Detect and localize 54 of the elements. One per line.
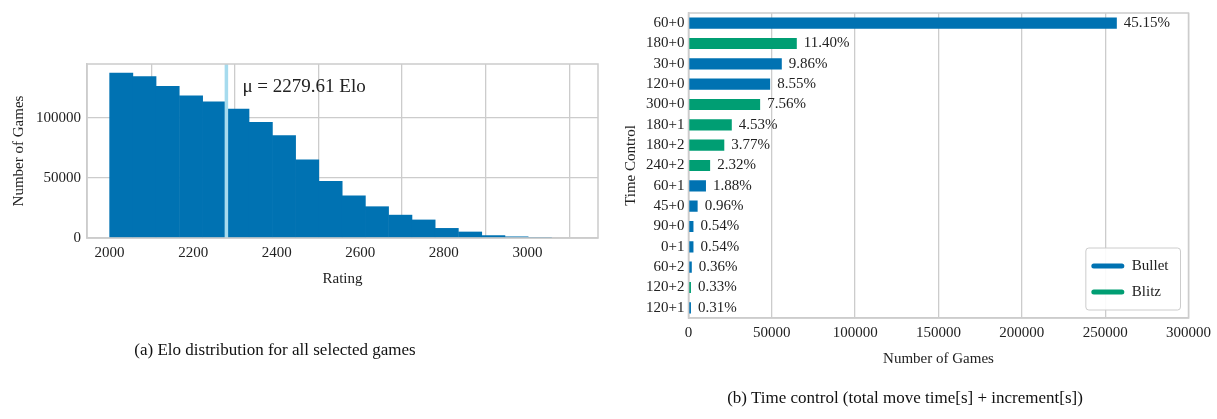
x-tick-label: 100000	[832, 323, 878, 340]
y-tick-label: 60+2	[653, 258, 685, 275]
y-tick-label: 300+0	[645, 95, 685, 112]
y-axis-title: Number of Games	[9, 95, 26, 207]
legend-label: Blitz	[1131, 282, 1162, 299]
annotation: 8.55%	[777, 75, 816, 92]
y-tick-label: 60+1	[653, 176, 685, 193]
y-tick-label: 120+2	[645, 278, 685, 295]
y-axis-title: Time Control	[621, 125, 638, 206]
y-tick-label: 240+2	[645, 156, 685, 173]
y-tick-label: 30+0	[653, 54, 685, 71]
y-tick-label: 120+1	[645, 298, 685, 315]
text: (a) Elo distribution for all selected games	[133, 340, 417, 360]
x-tick-label: 200000	[999, 323, 1045, 340]
y-tick-label: 180+0	[645, 34, 685, 51]
annotation: 0.33%	[697, 278, 737, 295]
annotation: 0.36%	[698, 258, 738, 275]
annotation: 45.15%	[1123, 14, 1171, 31]
annotation: μ = 2279.61 Elo	[242, 75, 366, 97]
x-tick-label: 300000	[1166, 323, 1211, 340]
annotation: 0.96%	[704, 197, 744, 214]
y-tick-label: 0+1	[660, 237, 685, 254]
y-tick-label: 120+0	[645, 75, 685, 92]
y-tick-label: 180+1	[645, 115, 685, 132]
annotation: 3.77%	[731, 136, 771, 153]
annotation: 4.53%	[738, 115, 778, 132]
x-tick-label: 2200	[178, 243, 209, 260]
x-tick-label: 2000	[94, 243, 125, 260]
annotation: 0.54%	[700, 237, 740, 254]
annotation: 7.56%	[767, 95, 806, 112]
x-tick-label: 2600	[345, 243, 376, 260]
text: (b) Time control (total move time[s] + increment[s])	[726, 388, 1084, 408]
annotation: 9.86%	[788, 54, 828, 71]
annotation: 11.40%	[803, 34, 850, 51]
x-axis-title: Number of Games	[883, 349, 995, 366]
y-tick-label: 90+0	[653, 217, 685, 234]
y-tick-label: 0	[73, 228, 81, 245]
x-tick-label: 2800	[428, 243, 459, 260]
x-tick-label: 2400	[261, 243, 292, 260]
x-tick-label: 150000	[915, 323, 961, 340]
legend-label: Bullet	[1131, 256, 1170, 273]
x-tick-label: 3000	[512, 243, 543, 260]
annotation: 0.54%	[700, 217, 740, 234]
y-tick-label: 60+0	[653, 14, 685, 31]
y-tick-label: 180+2	[645, 136, 685, 153]
x-axis-title: Rating	[322, 269, 363, 286]
annotation: 1.88%	[712, 176, 752, 193]
annotation: 0.31%	[697, 298, 737, 315]
annotation: 2.32%	[717, 156, 756, 173]
y-tick-label: 50000	[43, 168, 81, 185]
y-tick-label: 100000	[36, 108, 81, 125]
x-tick-label: 50000	[753, 323, 791, 340]
y-tick-label: 45+0	[653, 197, 685, 214]
x-tick-label: 250000	[1082, 323, 1128, 340]
